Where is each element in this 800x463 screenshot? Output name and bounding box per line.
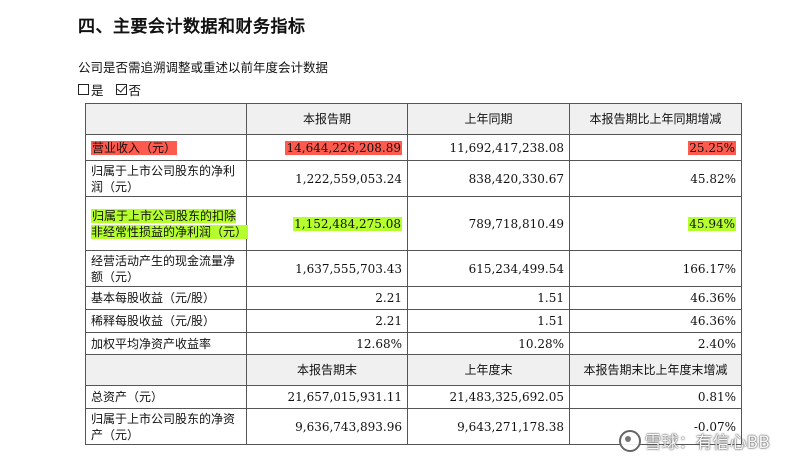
table-cell: 21,483,325,692.05 bbox=[407, 385, 570, 409]
table-cell: 10.28% bbox=[407, 332, 570, 355]
table-cell: 1.51 bbox=[407, 309, 570, 333]
table-cell: 45.82% bbox=[569, 160, 742, 197]
table-cell: 46.36% bbox=[569, 309, 742, 333]
header-cell: 本报告期比上年同期增减 bbox=[569, 103, 742, 135]
table-cell: 9,643,271,178.38 bbox=[407, 408, 570, 445]
table-row: 归属于上市公司股东的净利润（元） 1,222,559,053.24 838,42… bbox=[85, 160, 742, 197]
restatement-question: 公司是否需追溯调整或重述以前年度会计数据 bbox=[78, 60, 329, 75]
table-header-row: 本报告期末 上年度末 本报告期末比上年度末增减 bbox=[85, 354, 742, 386]
table-cell: 12.68% bbox=[246, 332, 408, 355]
revenue-label: 营业收入（元） bbox=[91, 140, 178, 155]
table-row: 基本每股收益（元/股） 2.21 1.51 46.36% bbox=[85, 286, 742, 310]
table-cell: 615,234,499.54 bbox=[407, 250, 570, 287]
row-label: 稀释每股收益（元/股） bbox=[85, 309, 247, 333]
table-cell: 45.94% bbox=[569, 196, 742, 251]
table-cell: 1,152,484,275.08 bbox=[246, 196, 408, 251]
row-label: 基本每股收益（元/股） bbox=[85, 286, 247, 310]
row-label: 总资产（元） bbox=[85, 385, 247, 409]
revenue-change: 25.25% bbox=[688, 140, 736, 155]
choice-no[interactable]: 否 bbox=[115, 80, 142, 99]
watermark-text: 雪球：有信心BB bbox=[644, 433, 770, 453]
table-cell: 789,718,810.49 bbox=[407, 196, 570, 251]
table-row: 加权平均净资产收益率 12.68% 10.28% 2.40% bbox=[85, 332, 742, 355]
table-row: 归属于上市公司股东的扣除非经常性损益的净利润（元） 1,152,484,275.… bbox=[85, 196, 742, 251]
table-cell: 46.36% bbox=[569, 286, 742, 310]
table-cell: 2.40% bbox=[569, 332, 742, 355]
table-cell: 14,644,226,208.89 bbox=[246, 134, 408, 161]
header-cell: 本报告期 bbox=[246, 103, 408, 135]
table-cell: 1,222,559,053.24 bbox=[246, 160, 408, 197]
deducted-profit-current: 1,152,484,275.08 bbox=[293, 216, 402, 231]
row-label: 归属于上市公司股东的净资产（元） bbox=[85, 408, 247, 445]
header-cell: 上年度末 bbox=[407, 354, 570, 386]
row-label: 加权平均净资产收益率 bbox=[85, 332, 247, 355]
financial-data-table: 本报告期 上年同期 本报告期比上年同期增减 营业收入（元） 14,644,226… bbox=[85, 103, 742, 445]
header-cell bbox=[85, 103, 247, 135]
checkbox-checked-icon[interactable] bbox=[115, 84, 127, 95]
table-cell: 1.51 bbox=[407, 286, 570, 310]
table-row: 营业收入（元） 14,644,226,208.89 11,692,417,238… bbox=[85, 134, 742, 161]
watermark: 雪球：有信心BB bbox=[618, 428, 770, 453]
restatement-choices: 是 否 bbox=[78, 80, 149, 99]
section-title: 四、主要会计数据和财务指标 bbox=[78, 17, 306, 37]
row-label: 归属于上市公司股东的净利润（元） bbox=[85, 160, 247, 197]
table-cell: 838,420,330.67 bbox=[407, 160, 570, 197]
table-header-row: 本报告期 上年同期 本报告期比上年同期增减 bbox=[85, 103, 742, 135]
header-cell bbox=[85, 354, 247, 386]
table-cell: -0.07% bbox=[569, 408, 742, 445]
table-row: 经营活动产生的现金流量净额（元） 1,637,555,703.43 615,23… bbox=[85, 250, 742, 287]
header-cell: 本报告期末 bbox=[246, 354, 408, 386]
table-cell: 9,636,743,893.96 bbox=[246, 408, 408, 445]
revenue-current: 14,644,226,208.89 bbox=[285, 140, 402, 155]
snowball-logo-icon bbox=[618, 429, 641, 452]
choice-yes[interactable]: 是 bbox=[78, 80, 104, 99]
row-label: 经营活动产生的现金流量净额（元） bbox=[85, 250, 247, 287]
table-row: 总资产（元） 21,657,015,931.11 21,483,325,692.… bbox=[85, 385, 742, 409]
header-cell: 本报告期末比上年度末增减 bbox=[569, 354, 742, 386]
table-cell: 2.21 bbox=[246, 309, 408, 333]
table-cell: 11,692,417,238.08 bbox=[407, 134, 570, 161]
table-cell: 1,637,555,703.43 bbox=[246, 250, 408, 287]
header-cell: 上年同期 bbox=[407, 103, 570, 135]
table-row: 稀释每股收益（元/股） 2.21 1.51 46.36% bbox=[85, 309, 742, 333]
row-label: 归属于上市公司股东的扣除非经常性损益的净利润（元） bbox=[85, 196, 249, 251]
table-cell: 166.17% bbox=[569, 250, 742, 287]
table-cell: 21,657,015,931.11 bbox=[246, 385, 408, 409]
table-row: 归属于上市公司股东的净资产（元） 9,636,743,893.96 9,643,… bbox=[85, 408, 742, 445]
table-cell: 25.25% bbox=[569, 134, 742, 161]
choice-no-label: 否 bbox=[128, 83, 142, 98]
row-label: 营业收入（元） bbox=[85, 134, 247, 161]
deducted-profit-label: 归属于上市公司股东的扣除非经常性损益的净利润（元） bbox=[91, 208, 249, 239]
table-cell: 2.21 bbox=[246, 286, 408, 310]
table-cell: 0.81% bbox=[569, 385, 742, 409]
deducted-profit-change: 45.94% bbox=[688, 216, 736, 231]
checkbox-unchecked-icon[interactable] bbox=[78, 84, 89, 95]
choice-yes-label: 是 bbox=[91, 83, 104, 98]
